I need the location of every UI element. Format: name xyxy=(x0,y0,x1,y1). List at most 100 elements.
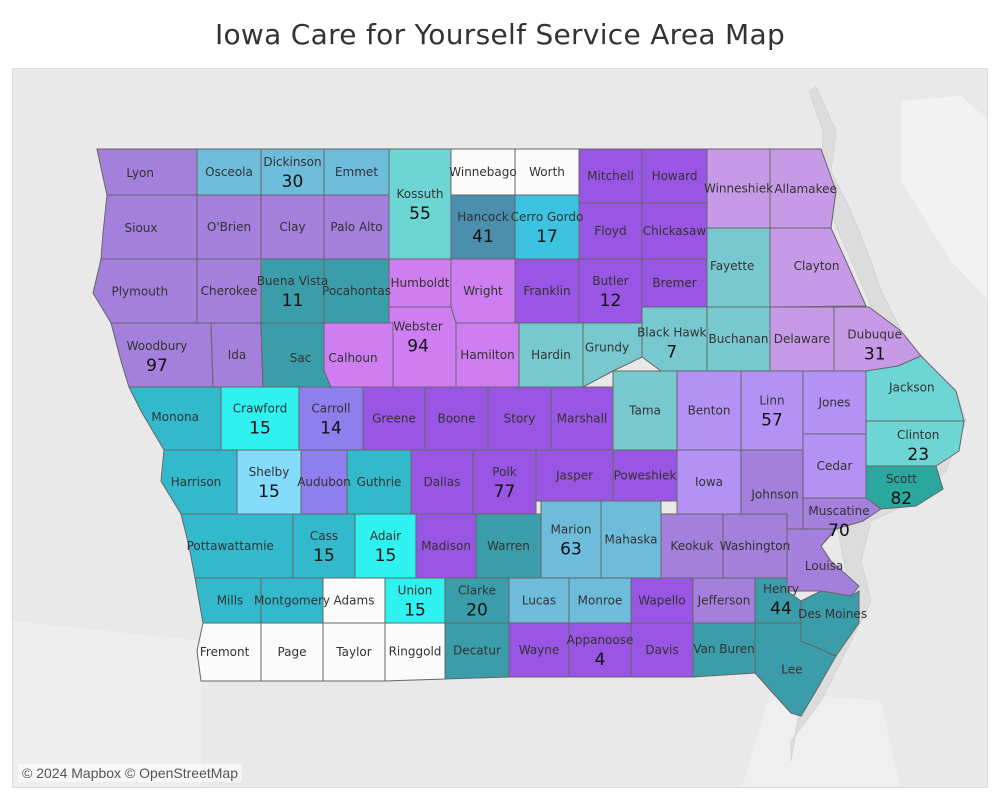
county-name-jackson: Jackson xyxy=(888,381,935,395)
county-name-marshall: Marshall xyxy=(557,412,608,426)
map-attribution: © 2024 Mapbox © OpenStreetMap xyxy=(18,764,242,782)
county-name-hancock: Hancock xyxy=(457,210,509,224)
county-name-o-brien: O'Brien xyxy=(207,220,251,234)
county-layer[interactable] xyxy=(92,148,965,717)
county-label-layer: Lyon Osceola Dickinson 30 Emmet Kossuth 55 Winn… xyxy=(111,155,939,677)
county-count-linn: 57 xyxy=(761,411,783,431)
county-name-webster: Webster xyxy=(393,320,443,334)
county-count-adair: 15 xyxy=(375,546,397,566)
county-name-linn: Linn xyxy=(759,394,784,408)
county-name-clayton: Clayton xyxy=(794,259,840,273)
county-name-jefferson: Jefferson xyxy=(697,594,751,608)
county-name-carroll: Carroll xyxy=(311,402,350,416)
county-name-tama: Tama xyxy=(628,404,661,418)
county-name-poweshiek: Poweshiek xyxy=(614,469,677,483)
county-count-clinton: 23 xyxy=(907,445,929,465)
county-name-ringgold: Ringgold xyxy=(389,645,442,659)
map-canvas[interactable]: Lyon Osceola Dickinson 30 Emmet Kossuth 55 Winn… xyxy=(12,68,988,788)
county-name-emmet: Emmet xyxy=(335,165,378,179)
county-name-clarke: Clarke xyxy=(458,584,496,598)
county-name-chickasaw: Chickasaw xyxy=(643,224,707,238)
county-name-floyd: Floyd xyxy=(594,224,626,238)
county-name-clinton: Clinton xyxy=(897,428,939,442)
county-name-adams: Adams xyxy=(334,594,375,608)
county-count-webster: 94 xyxy=(407,337,429,357)
county-name-winneshiek: Winneshiek xyxy=(704,182,773,196)
county-name-scott: Scott xyxy=(886,472,917,486)
county-name-washington: Washington xyxy=(720,539,791,553)
county-name-story: Story xyxy=(504,412,536,426)
county-name-mahaska: Mahaska xyxy=(604,533,657,547)
county-name-palo-alto: Palo Alto xyxy=(330,220,382,234)
county-name-keokuk: Keokuk xyxy=(670,539,713,553)
county-name-lucas: Lucas xyxy=(522,594,556,608)
county-name-monona: Monona xyxy=(151,410,199,424)
county-name-wright: Wright xyxy=(463,284,503,298)
county-name-clay: Clay xyxy=(279,220,305,234)
county-name-polk: Polk xyxy=(492,465,516,479)
county-name-jones: Jones xyxy=(817,396,850,410)
county-name-greene: Greene xyxy=(372,412,416,426)
county-name-montgomery: Montgomery xyxy=(254,594,330,608)
county-name-crawford: Crawford xyxy=(233,402,287,416)
county-name-monroe: Monroe xyxy=(578,594,623,608)
county-count-cerro-gordo: 17 xyxy=(536,227,558,247)
county-count-appanoose: 4 xyxy=(595,650,606,670)
county-name-page: Page xyxy=(277,645,306,659)
county-count-dubuque: 31 xyxy=(864,344,886,364)
county-name-hardin: Hardin xyxy=(531,348,571,362)
county-count-marion: 63 xyxy=(560,540,582,560)
county-clayton[interactable] xyxy=(769,227,867,308)
county-name-franklin: Franklin xyxy=(523,284,570,298)
county-name-cherokee: Cherokee xyxy=(201,284,258,298)
county-name-dubuque: Dubuque xyxy=(847,327,902,341)
county-name-muscatine: Muscatine xyxy=(808,504,869,518)
county-woodbury[interactable] xyxy=(110,322,214,388)
county-count-buena-vista: 11 xyxy=(282,291,304,311)
county-name-black-hawk: Black Hawk xyxy=(637,326,706,340)
county-name-davis: Davis xyxy=(645,643,678,657)
county-name-winnebago: Winnebago xyxy=(449,165,516,179)
county-count-carroll: 14 xyxy=(320,419,342,439)
county-name-buena-vista: Buena Vista xyxy=(257,274,329,288)
county-name-johnson: Johnson xyxy=(750,487,798,501)
county-name-plymouth: Plymouth xyxy=(111,284,168,298)
county-name-harrison: Harrison xyxy=(171,475,222,489)
county-name-woodbury: Woodbury xyxy=(127,339,188,353)
county-name-sioux: Sioux xyxy=(125,221,158,235)
county-name-appanoose: Appanoose xyxy=(567,633,634,647)
county-name-pottawattamie: Pottawattamie xyxy=(187,539,274,553)
county-name-dallas: Dallas xyxy=(424,475,461,489)
county-name-mitchell: Mitchell xyxy=(587,169,634,183)
county-count-clarke: 20 xyxy=(466,601,488,621)
county-name-buchanan: Buchanan xyxy=(709,332,769,346)
county-name-hamilton: Hamilton xyxy=(460,348,514,362)
county-allamakee[interactable] xyxy=(769,148,837,229)
county-name-shelby: Shelby xyxy=(249,465,290,479)
iowa-county-map[interactable]: Lyon Osceola Dickinson 30 Emmet Kossuth 55 Winn… xyxy=(13,69,988,788)
county-name-fayette: Fayette xyxy=(710,259,754,273)
county-name-allamakee: Allamakee xyxy=(774,182,837,196)
county-count-scott: 82 xyxy=(890,489,912,509)
county-name-lyon: Lyon xyxy=(126,166,154,180)
county-name-adair: Adair xyxy=(370,529,401,543)
county-name-calhoun: Calhoun xyxy=(328,351,377,365)
county-name-jasper: Jasper xyxy=(555,469,593,483)
county-count-muscatine: 70 xyxy=(828,521,850,541)
county-name-benton: Benton xyxy=(688,404,731,418)
county-fremont[interactable] xyxy=(196,622,262,682)
county-name-fremont: Fremont xyxy=(200,645,250,659)
county-name-butler: Butler xyxy=(592,274,628,288)
county-count-union: 15 xyxy=(404,601,426,621)
county-name-louisa: Louisa xyxy=(805,559,843,573)
county-lee[interactable] xyxy=(754,622,837,717)
county-count-butler: 12 xyxy=(600,291,622,311)
county-name-humboldt: Humboldt xyxy=(391,276,450,290)
county-name-dickinson: Dickinson xyxy=(263,155,321,169)
county-count-hancock: 41 xyxy=(472,227,494,247)
county-name-cass: Cass xyxy=(310,529,338,543)
county-name-madison: Madison xyxy=(421,539,471,553)
county-louisa[interactable] xyxy=(786,528,860,597)
county-name-howard: Howard xyxy=(652,169,698,183)
county-name-boone: Boone xyxy=(438,412,476,426)
